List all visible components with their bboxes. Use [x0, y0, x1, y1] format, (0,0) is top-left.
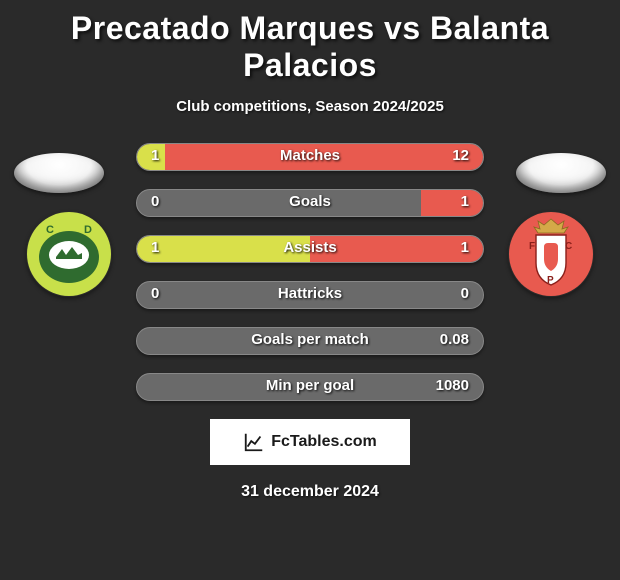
club-crest-right-icon: F C P [508, 211, 594, 297]
stat-label: Goals per match [251, 331, 369, 348]
club-badge-left: C D [26, 211, 112, 297]
bar-fill-right [421, 190, 483, 216]
stat-label: Hattricks [278, 285, 342, 302]
stat-value-right: 1 [461, 239, 469, 256]
stat-bar: 1 1 Assists [136, 235, 484, 263]
brand-label: FcTables.com [271, 433, 377, 451]
stat-value-left: 0 [151, 285, 159, 302]
stat-value-right: 0 [461, 285, 469, 302]
svg-text:P: P [547, 275, 554, 286]
player-avatar-left [14, 153, 104, 193]
stat-value-left: 1 [151, 239, 159, 256]
brand-attribution: FcTables.com [210, 419, 410, 465]
stat-value-right: 1 [461, 193, 469, 210]
stat-value-left: 1 [151, 147, 159, 164]
stat-bar: 1080 Min per goal [136, 373, 484, 401]
svg-text:C: C [46, 224, 54, 236]
stat-bar: 1 12 Matches [136, 143, 484, 171]
svg-text:D: D [84, 224, 92, 236]
svg-text:C: C [565, 241, 572, 252]
stat-bar: 0 0 Hattricks [136, 281, 484, 309]
stat-bars: 1 12 Matches 0 1 Goals 1 1 Assists 0 0 Hattricks 0.0… [136, 143, 484, 401]
subtitle: Club competitions, Season 2024/2025 [0, 98, 620, 115]
page-title: Precatado Marques vs Balanta Palacios [0, 0, 620, 84]
club-crest-left-icon: C D [26, 211, 112, 297]
stat-label: Min per goal [266, 377, 354, 394]
stat-value-right: 0.08 [440, 331, 469, 348]
stat-label: Matches [280, 147, 340, 164]
club-badge-right: F C P [508, 211, 594, 297]
chart-icon [243, 431, 265, 453]
stat-label: Goals [289, 193, 331, 210]
svg-text:F: F [529, 241, 535, 252]
comparison-container: C D F C P 1 12 Matches 0 1 Goals 1 1 Assists 0 0 Ha… [0, 143, 620, 401]
stat-bar: 0.08 Goals per match [136, 327, 484, 355]
stat-value-left: 0 [151, 193, 159, 210]
stat-value-right: 1080 [436, 377, 469, 394]
player-avatar-right [516, 153, 606, 193]
stat-label: Assists [283, 239, 336, 256]
stat-bar: 0 1 Goals [136, 189, 484, 217]
date-label: 31 december 2024 [0, 483, 620, 501]
stat-value-right: 12 [452, 147, 469, 164]
